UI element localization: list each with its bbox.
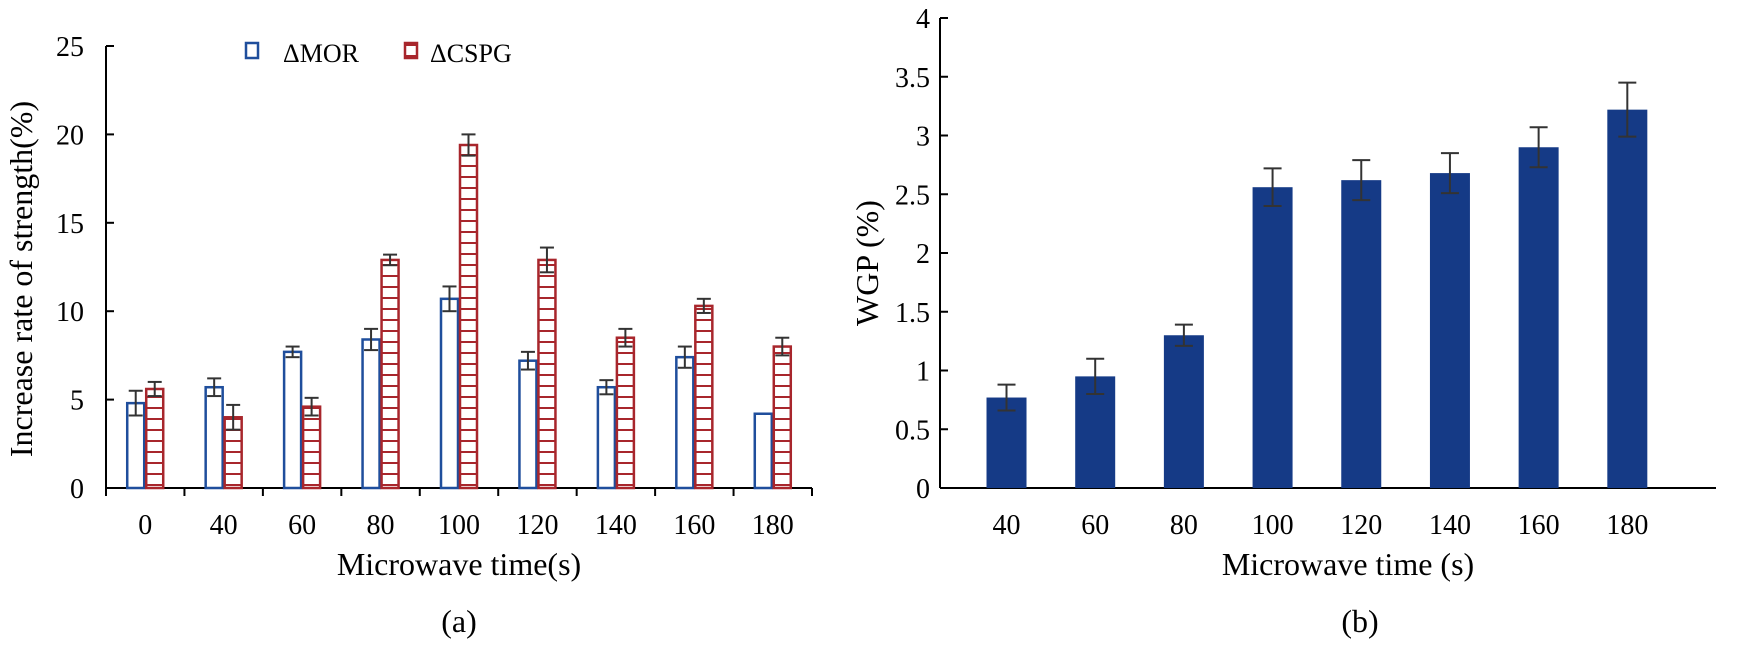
- error-bar-wgp: [1263, 167, 1282, 207]
- error-bar-wgp: [1352, 159, 1371, 202]
- bar-mor: [753, 412, 774, 490]
- error-bar-cspg: [226, 403, 241, 431]
- y-tick-label-b: 0: [916, 474, 930, 505]
- error-bar-cspg: [539, 246, 554, 274]
- y-tick-label-b: 4: [916, 4, 930, 35]
- panel-a: 0 5 10 15 20 25 0 40 60 80 100 120 140 160 180 Microwav…: [3, 32, 813, 639]
- y-tick-label-a: 5: [70, 386, 84, 417]
- x-tick-label-a: 60: [288, 510, 316, 541]
- legend-swatch-cspg: [403, 41, 419, 60]
- panel-label-a: (a): [441, 603, 477, 639]
- x-tick-label-a: 120: [516, 510, 558, 541]
- bar-mor: [518, 359, 538, 490]
- bar-cspg: [301, 405, 322, 490]
- bar-wgp: [1341, 180, 1382, 488]
- panel-b: 0 0.5 1 1.5 2 2.5 3 3.5 4 40 60 80 100 120 140 160 180 Mi…: [849, 4, 1716, 639]
- error-bar-wgp: [1440, 152, 1459, 195]
- bar-wgp: [1163, 335, 1204, 488]
- bar-cspg: [537, 258, 557, 490]
- error-bar-mor: [599, 379, 614, 396]
- x-tick-label-b: 40: [993, 510, 1021, 541]
- error-bar-mor: [285, 345, 300, 359]
- error-bar-wgp: [1086, 357, 1105, 395]
- y-tick-label-a: 20: [56, 120, 84, 151]
- bar-mor: [439, 297, 460, 490]
- bar-cspg: [615, 336, 636, 490]
- bar-mor: [361, 338, 381, 490]
- error-bar-cspg: [618, 327, 633, 348]
- x-axis-title-a: Microwave time(s): [337, 546, 581, 582]
- x-tick-label-a: 100: [438, 510, 480, 541]
- panel-label-b: (b): [1341, 603, 1378, 639]
- error-bar-wgp: [1618, 81, 1637, 138]
- bar-wgp: [1429, 173, 1470, 488]
- x-axis-title-b: Microwave time (s): [1222, 546, 1474, 582]
- y-tick-label-b: 2: [916, 239, 930, 270]
- error-bar-mor: [677, 345, 692, 369]
- bar-mor: [675, 355, 695, 490]
- x-tick-label-b: 180: [1606, 510, 1648, 541]
- bar-wgp: [1252, 187, 1293, 488]
- bar-wgp: [1518, 147, 1559, 488]
- error-bar-cspg: [775, 336, 790, 357]
- bar-wgp: [1607, 109, 1648, 489]
- y-tick-label-b: 2.5: [895, 180, 930, 211]
- bar-cspg: [772, 345, 793, 490]
- error-bar-wgp: [1174, 323, 1193, 347]
- error-bar-mor: [207, 377, 222, 398]
- error-bar-cspg: [461, 133, 476, 157]
- x-tick-label-a: 180: [752, 510, 794, 541]
- y-tick-label-a: 10: [56, 297, 84, 328]
- y-tick-label-b: 1.5: [895, 298, 930, 329]
- error-bar-wgp: [1529, 126, 1548, 169]
- error-bar-wgp: [997, 383, 1016, 412]
- bar-cspg: [458, 143, 479, 490]
- error-bar-cspg: [696, 297, 711, 314]
- legend-swatch-mor: [244, 41, 260, 60]
- bar-mor: [282, 350, 303, 490]
- x-tick-label-b: 80: [1170, 510, 1198, 541]
- y-tick-label-b: 0.5: [895, 415, 930, 446]
- y-tick-label-b: 1: [916, 357, 930, 388]
- error-bar-mor: [520, 350, 535, 371]
- x-tick-label-b: 160: [1518, 510, 1560, 541]
- legend-label-cspg: ΔCSPG: [430, 39, 512, 68]
- bar-mor: [204, 385, 224, 490]
- y-axis-title-a: Increase rate of strength(%): [3, 101, 39, 457]
- bar-mor: [596, 385, 617, 490]
- error-bar-cspg: [304, 396, 319, 417]
- bar-wgp: [986, 397, 1027, 488]
- y-tick-label-b: 3: [916, 122, 930, 153]
- x-tick-label-a: 40: [210, 510, 238, 541]
- bar-cspg: [694, 304, 714, 490]
- x-tick-label-a: 0: [138, 510, 152, 541]
- bar-cspg: [380, 258, 400, 490]
- x-tick-label-b: 120: [1340, 510, 1382, 541]
- x-tick-label-b: 100: [1252, 510, 1294, 541]
- x-tick-label-a: 140: [595, 510, 637, 541]
- y-tick-label-a: 0: [70, 474, 84, 505]
- error-bar-cspg: [147, 380, 162, 398]
- x-tick-label-a: 160: [673, 510, 715, 541]
- error-bar-mor: [128, 389, 143, 417]
- y-tick-label-a: 25: [56, 32, 84, 63]
- y-axis-title-b: WGP (%): [849, 200, 885, 326]
- y-tick-label-b: 3.5: [895, 63, 930, 94]
- error-bar-mor: [364, 327, 379, 352]
- legend-label-mor: ΔMOR: [283, 39, 360, 68]
- x-tick-label-b: 60: [1081, 510, 1109, 541]
- y-tick-label-a: 15: [56, 209, 84, 240]
- x-tick-label-b: 140: [1429, 510, 1471, 541]
- legend-a: ΔMOR ΔCSPG: [244, 39, 512, 68]
- bar-cspg: [144, 387, 165, 490]
- error-bar-cspg: [383, 253, 398, 267]
- error-bar-mor: [442, 285, 457, 313]
- x-tick-label-a: 80: [367, 510, 395, 541]
